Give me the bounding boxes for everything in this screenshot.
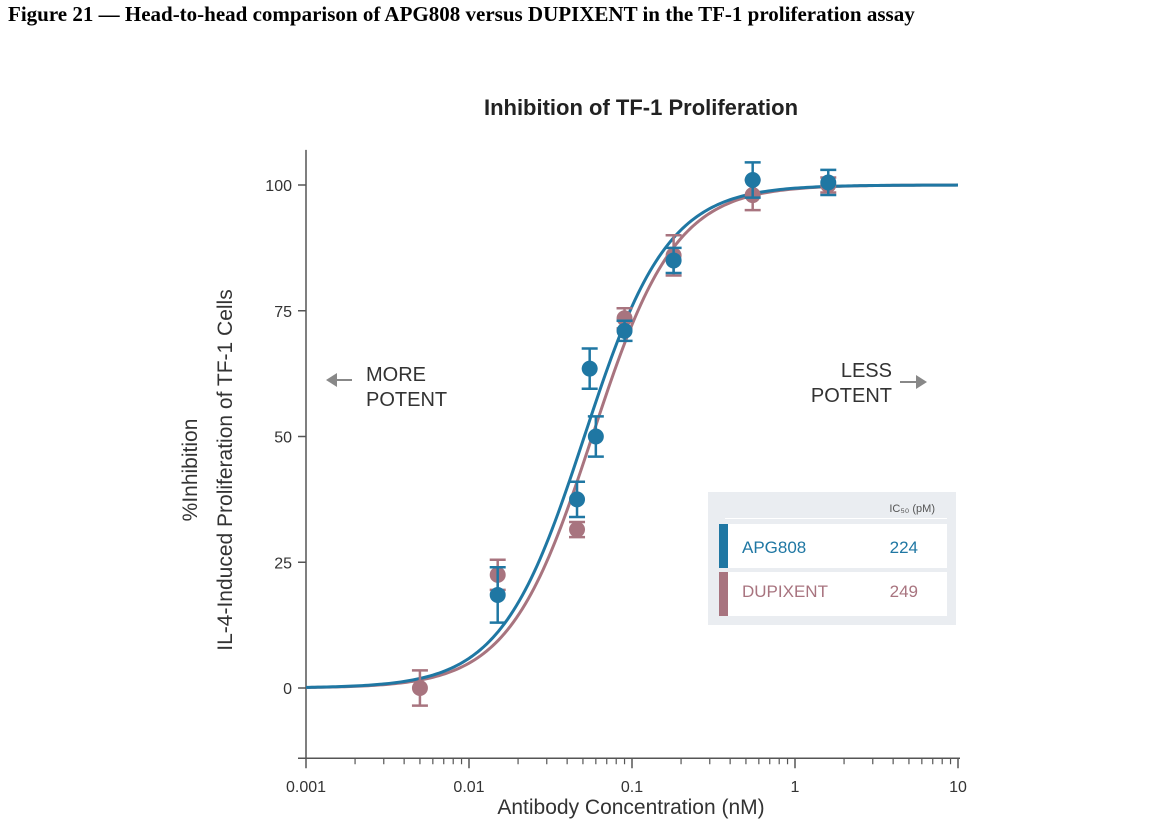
less-potent-line-1: LESS [841,360,892,382]
y-tick-label-50: 50 [274,430,292,447]
legend-row-dupixent-bg [725,572,947,616]
series-dupixent [411,176,837,707]
x-axis-label: Antibody Concentration (nM) [497,796,764,819]
data-point [569,491,586,508]
legend: IC₅₀ (pM) APG808 224 DUPIXENT 249 [708,492,956,625]
y-tick-label-25: 25 [274,555,292,572]
y-axis-label-line-1: %Inhibition [179,419,202,522]
legend-header-divider [725,518,947,519]
y-tick-labels: 0 25 50 75 100 [265,178,292,698]
legend-ic50-dupixent: 249 [890,582,918,601]
data-point [581,360,598,377]
y-axis-label-line-2: IL-4-Induced Proliferation of TF-1 Cells [214,289,237,650]
data-point [616,322,633,339]
legend-row-apg808-bg [725,524,947,568]
more-potent-annotation: MORE POTENT [326,364,447,411]
axes [298,149,960,769]
x-tick-label-10: 10 [949,779,967,796]
y-tick-label-0: 0 [283,681,292,698]
data-point [616,310,633,327]
data-point [489,586,506,603]
y-axis-label: %Inhibition IL-4-Induced Proliferation o… [179,289,237,650]
y-tick-label-100: 100 [265,178,292,195]
x-tick-label-0.01: 0.01 [453,779,484,796]
more-potent-line-2: POTENT [366,389,447,411]
legend-entry-apg808: APG808 [742,538,806,557]
data-point [587,428,604,445]
data-point [411,680,428,696]
y-tick-label-75: 75 [274,304,292,321]
legend-swatch-dupixent [719,572,728,616]
fit-curve-apg808 [305,183,959,689]
x-tick-label-1: 1 [791,779,800,796]
data-point [820,174,837,191]
data-point [665,252,682,269]
legend-ic50-apg808: 224 [890,538,918,557]
right-arrowhead-icon [916,375,927,389]
figure-caption: Figure 21 — Head-to-head comparison of A… [8,2,915,26]
series-apg808 [489,161,837,624]
data-points [411,161,837,707]
x-tick-label-0.001: 0.001 [286,779,326,796]
less-potent-line-2: POTENT [811,385,892,407]
legend-swatch-apg808 [719,524,728,568]
data-point [569,521,586,538]
less-potent-annotation: LESS POTENT [811,360,927,407]
data-point [744,171,761,188]
legend-header: IC₅₀ (pM) [889,503,935,515]
more-potent-line-1: MORE [366,364,426,386]
x-tick-label-0.1: 0.1 [621,779,643,796]
left-arrowhead-icon [326,373,337,387]
x-tick-labels: 0.001 0.01 0.1 1 10 [286,779,967,796]
legend-entry-dupixent: DUPIXENT [742,582,828,601]
fit-curves [305,183,959,689]
chart-title: Inhibition of TF-1 Proliferation [484,95,798,120]
